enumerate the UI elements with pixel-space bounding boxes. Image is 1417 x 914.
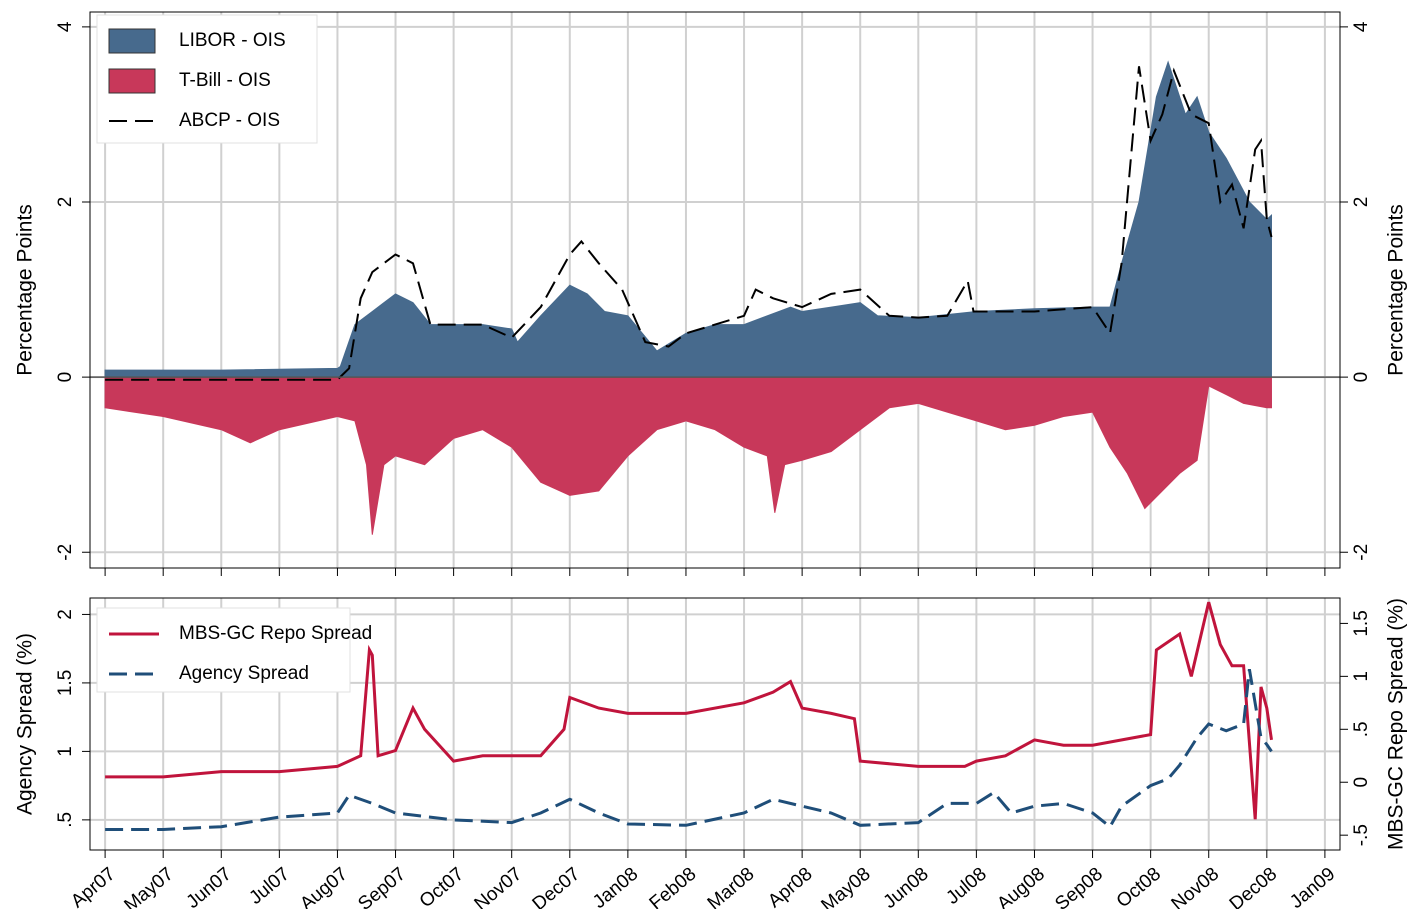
x-tick-label: Aug07	[296, 864, 352, 909]
y2-axis-title: Percentage Points	[1385, 204, 1408, 376]
y2-tick-label: 2	[1351, 197, 1372, 208]
x-tick-label: Jun07	[183, 864, 236, 909]
y2-tick-label: 0	[1351, 777, 1372, 788]
x-tick-label: May07	[120, 864, 177, 909]
x-tick-label: Jun08	[880, 864, 933, 909]
x-tick-label: Dec08	[1226, 864, 1282, 909]
x-tick-label: Nov08	[1168, 864, 1224, 909]
legend-label: MBS-GC Repo Spread	[179, 623, 372, 644]
line	[105, 668, 1273, 831]
x-tick-label: Oct07	[416, 864, 468, 909]
x-tick-label: Aug08	[993, 864, 1049, 909]
y-axis-title: Percentage Points	[14, 204, 37, 376]
legend-label: ABCP - OIS	[179, 110, 280, 131]
legend-swatch	[108, 28, 156, 54]
y-tick-label: -2	[55, 544, 76, 561]
y-tick-label: 2	[55, 197, 76, 208]
y-tick-label: 1.5	[55, 670, 76, 696]
y2-tick-label: -.5	[1351, 824, 1372, 846]
y2-tick-label: 1	[1351, 671, 1372, 682]
line	[105, 66, 1273, 381]
line	[105, 601, 1273, 820]
legend-box	[96, 607, 351, 693]
x-tick-label: Nov07	[471, 864, 527, 909]
plot-frame	[89, 597, 1341, 851]
y-tick-label: 1	[55, 746, 76, 757]
x-tick-label: Jul07	[246, 864, 294, 909]
y2-tick-label: .5	[1351, 721, 1372, 737]
x-tick-label: Sep08	[1051, 864, 1107, 909]
x-tick-label: Sep07	[354, 864, 410, 909]
y2-tick-label: 0	[1351, 372, 1372, 383]
x-tick-label: Oct08	[1113, 864, 1165, 909]
area	[104, 376, 1273, 535]
x-tick-label: Jan08	[589, 864, 642, 909]
y-tick-label: 4	[55, 21, 76, 32]
y2-axis-title: MBS-GC Repo Spread (%)	[1385, 598, 1408, 850]
y-axis-title: Agency Spread (%)	[14, 633, 37, 815]
x-tick-label: Jul08	[943, 864, 991, 909]
x-tick-label: May08	[817, 864, 874, 909]
x-tick-label: Apr08	[764, 864, 816, 909]
legend-label: LIBOR - OIS	[179, 30, 286, 51]
legend-label: T-Bill - OIS	[179, 70, 271, 91]
x-tick-label: Dec07	[529, 864, 585, 909]
plot-frame	[89, 11, 1341, 569]
y2-tick-label: 4	[1351, 21, 1372, 32]
legend-swatch	[108, 68, 156, 94]
x-tick-label: Jan09	[1286, 864, 1339, 909]
x-tick-label: Feb08	[646, 864, 701, 909]
area	[104, 60, 1273, 378]
y2-tick-label: 1.5	[1351, 610, 1372, 636]
y-tick-label: .5	[55, 812, 76, 828]
x-tick-label: Apr07	[67, 864, 119, 909]
y-tick-label: 0	[55, 372, 76, 383]
y2-tick-label: -2	[1351, 544, 1372, 561]
x-tick-label: Mar08	[704, 864, 759, 909]
legend-label: Agency Spread	[179, 663, 309, 684]
y-tick-label: 2	[55, 609, 76, 620]
